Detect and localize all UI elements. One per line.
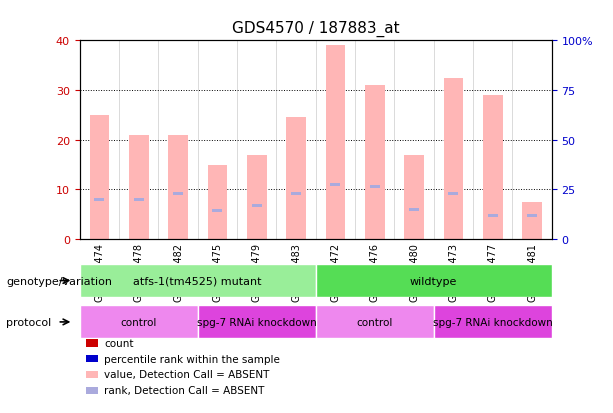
- Bar: [252, 204, 262, 207]
- Bar: [134, 198, 143, 202]
- Bar: [168, 135, 188, 240]
- Bar: [527, 214, 537, 217]
- Text: spg-7 RNAi knockdown: spg-7 RNAi knockdown: [197, 317, 316, 327]
- Bar: [247, 155, 267, 240]
- Text: rank, Detection Call = ABSENT: rank, Detection Call = ABSENT: [104, 385, 265, 395]
- Bar: [522, 202, 542, 240]
- Bar: [483, 96, 503, 240]
- Text: atfs-1(tm4525) mutant: atfs-1(tm4525) mutant: [134, 276, 262, 286]
- FancyBboxPatch shape: [316, 306, 434, 339]
- Text: control: control: [121, 317, 157, 327]
- Bar: [330, 183, 340, 187]
- Bar: [213, 209, 223, 212]
- Text: genotype/variation: genotype/variation: [6, 276, 112, 286]
- Bar: [89, 116, 109, 240]
- Text: wildtype: wildtype: [410, 276, 457, 286]
- Bar: [449, 192, 459, 195]
- Text: percentile rank within the sample: percentile rank within the sample: [104, 354, 280, 364]
- Text: count: count: [104, 338, 134, 348]
- Text: spg-7 RNAi knockdown: spg-7 RNAi knockdown: [433, 317, 552, 327]
- Bar: [291, 192, 301, 195]
- Bar: [444, 78, 463, 240]
- Bar: [488, 214, 498, 217]
- Bar: [208, 165, 227, 240]
- Bar: [326, 46, 345, 240]
- FancyBboxPatch shape: [80, 306, 197, 339]
- Bar: [173, 192, 183, 195]
- Bar: [286, 118, 306, 240]
- Text: protocol: protocol: [6, 317, 51, 327]
- Bar: [404, 155, 424, 240]
- Bar: [409, 208, 419, 211]
- FancyBboxPatch shape: [316, 264, 552, 297]
- FancyBboxPatch shape: [80, 264, 316, 297]
- Text: value, Detection Call = ABSENT: value, Detection Call = ABSENT: [104, 370, 270, 380]
- Bar: [129, 135, 148, 240]
- Text: control: control: [357, 317, 393, 327]
- Title: GDS4570 / 187883_at: GDS4570 / 187883_at: [232, 21, 400, 37]
- FancyBboxPatch shape: [434, 306, 552, 339]
- Bar: [370, 186, 379, 189]
- Bar: [94, 198, 104, 202]
- FancyBboxPatch shape: [197, 306, 316, 339]
- Bar: [365, 86, 384, 240]
